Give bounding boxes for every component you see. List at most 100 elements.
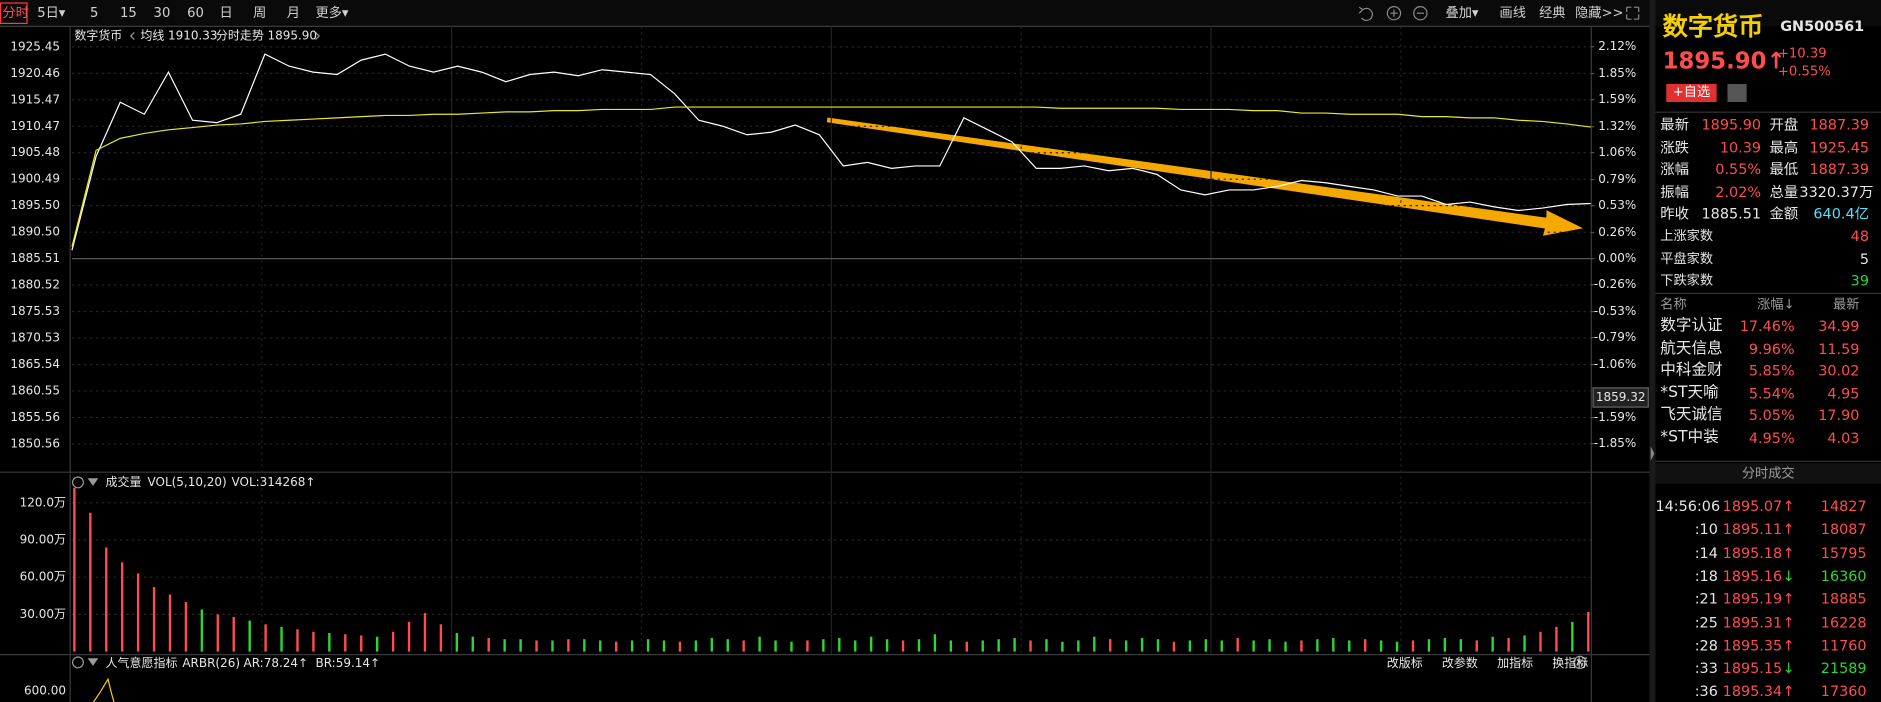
quote-value: 1885.51	[1701, 205, 1762, 223]
close-icon[interactable]	[1573, 655, 1587, 670]
trade-direction: ↑	[1782, 521, 1795, 538]
y2-tick-label: -1.85%	[1594, 436, 1636, 450]
quote-price: 1895.90↑	[1662, 48, 1786, 75]
quote-value: 3320.37万	[1799, 183, 1874, 200]
legend-value: 1895.90	[268, 28, 318, 42]
panel-action[interactable]: 加指标	[1497, 655, 1533, 670]
volume-bar	[1539, 631, 1542, 652]
volume-bar	[997, 639, 1000, 652]
list-name[interactable]: 航天信息	[1660, 339, 1723, 357]
toolbar-button[interactable]: 画线	[1499, 4, 1526, 21]
watch-button[interactable]: +自选	[1666, 84, 1717, 103]
quote-value: 10.39	[1719, 138, 1762, 156]
zoom-in-icon[interactable]	[1386, 6, 1402, 21]
next-chevron[interactable]	[315, 31, 320, 41]
trade-direction: ↑	[1782, 498, 1795, 515]
help-icon[interactable]	[71, 656, 84, 669]
breadth-label: 上涨家数	[1660, 228, 1714, 244]
y-tick-label: 1920.46	[10, 66, 60, 80]
y2-tick-label: 0.53%	[1598, 198, 1636, 212]
volume-bar	[726, 639, 729, 652]
toolbar-button[interactable]: 经典	[1539, 4, 1566, 21]
y-tick-label: 1915.47	[10, 92, 60, 106]
menu-icon[interactable]	[87, 478, 99, 486]
toolbar-tab[interactable]: 日	[219, 4, 233, 21]
volume-bar	[1459, 639, 1463, 652]
fullscreen-icon[interactable]	[1626, 6, 1640, 20]
breadth-label: 下跌家数	[1660, 272, 1714, 288]
volume-bar	[1555, 626, 1558, 652]
trade-time: :10	[1694, 521, 1718, 538]
y2-tick-label: 1.06%	[1598, 145, 1636, 159]
toolbar-tab[interactable]: 60	[187, 4, 204, 21]
toolbar-tab[interactable]: 月	[286, 4, 300, 21]
help-icon[interactable]	[71, 476, 84, 489]
volume-bar	[1172, 641, 1176, 652]
trade-volume: 21589	[1820, 660, 1867, 677]
volume-bar	[360, 635, 363, 652]
volume-bar	[694, 640, 698, 652]
list-name[interactable]: 飞天诚信	[1660, 405, 1723, 424]
trade-time: :14	[1694, 544, 1718, 562]
volume-bar	[1061, 641, 1064, 652]
chart-title: 数字货币	[74, 27, 122, 42]
y-tick-label: 90.00万	[20, 532, 66, 546]
list-name[interactable]: 中科金财	[1660, 361, 1723, 380]
panel-action[interactable]: 改版标	[1387, 656, 1423, 670]
toolbar-tab[interactable]: 30	[153, 4, 171, 21]
lock-button[interactable]	[1727, 84, 1747, 103]
splitter[interactable]	[1649, 0, 1656, 702]
trade-time: 14:56:06	[1655, 498, 1721, 515]
quote-value: 1925.45	[1809, 138, 1870, 156]
list-name[interactable]: 数字认证	[1660, 316, 1723, 335]
y2-tick-label: -0.53%	[1594, 304, 1636, 318]
quote-label: 最低	[1769, 160, 1799, 178]
list-value: 5.85%	[1748, 362, 1795, 380]
trade-price: 1895.35	[1722, 636, 1783, 654]
trade-time: :36	[1694, 683, 1718, 701]
volume-bar	[423, 613, 427, 652]
volume-bar	[1379, 640, 1383, 652]
quote-label: 涨幅	[1660, 160, 1690, 178]
y2-tick-label: 1.85%	[1598, 66, 1636, 80]
trade-volume: 11760	[1820, 636, 1867, 654]
list-value: 17.90	[1818, 406, 1860, 424]
panel-action[interactable]: 换指标	[1552, 655, 1588, 670]
list-value: 34.99	[1818, 318, 1860, 335]
toolbar-tab[interactable]: 5日▾	[37, 4, 66, 21]
toolbar-tab[interactable]: 5	[89, 4, 99, 21]
y-tick-label: 120.0万	[20, 495, 66, 509]
quote-value: 640.4亿	[1813, 205, 1870, 223]
toolbar-tab[interactable]: 15	[119, 4, 137, 21]
toolbar-tab[interactable]: 周	[253, 4, 267, 21]
panel-action[interactable]: 改参数	[1442, 655, 1478, 670]
volume-bar	[981, 640, 984, 652]
volume-bar	[710, 637, 714, 652]
volume-bar	[73, 487, 76, 652]
panel-indicator: ARBR(26)	[182, 656, 240, 670]
list-header[interactable]: 名称	[1660, 296, 1687, 312]
toolbar-tab[interactable]: 更多▾	[315, 4, 349, 21]
toolbar-tab[interactable]: 分时	[2, 4, 29, 21]
menu-icon[interactable]	[87, 658, 99, 666]
volume-bar	[949, 640, 953, 652]
toolbar-button[interactable]: 叠加▾	[1445, 4, 1479, 21]
undo-icon[interactable]	[1358, 6, 1373, 21]
list-name[interactable]: *ST天喻	[1660, 383, 1719, 402]
trade-price: 1895.11	[1722, 521, 1783, 538]
list-header[interactable]: 涨幅↓	[1757, 296, 1795, 312]
y-tick-label: 1890.50	[10, 225, 60, 239]
zoom-out-icon[interactable]	[1413, 6, 1428, 21]
volume-bar	[1411, 640, 1415, 652]
prev-chevron[interactable]	[129, 31, 135, 41]
toolbar-button[interactable]: 隐藏>>	[1575, 4, 1624, 21]
trade-price: 1895.34	[1722, 683, 1783, 701]
quote-label: 振幅	[1660, 183, 1690, 200]
volume-bar	[742, 640, 745, 652]
list-header[interactable]: 最新	[1833, 296, 1860, 312]
quote-change: +10.39	[1777, 45, 1827, 62]
volume-bar	[869, 636, 873, 652]
series-line	[71, 53, 1591, 251]
list-name[interactable]: *ST中装	[1660, 427, 1719, 446]
